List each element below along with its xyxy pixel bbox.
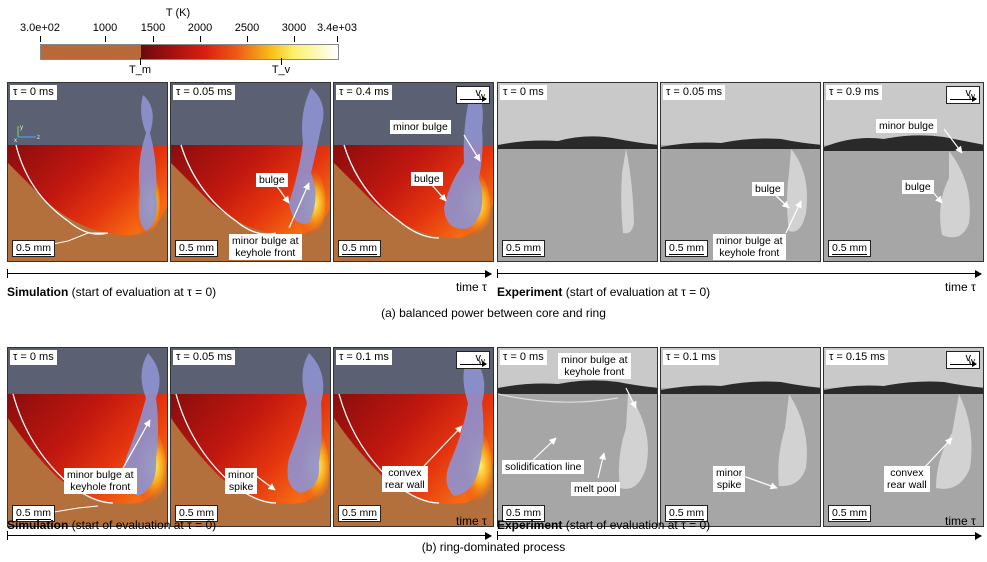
simulation-section-label: Simulation (start of evaluation at τ = 0…: [7, 285, 217, 299]
colorbar-tick: [337, 36, 338, 42]
timeline-arrow-experiment: [497, 269, 982, 278]
annotation-minor-bulge: minor bulge at keyhole front: [558, 353, 631, 379]
simulation-panel: τ = 0 ms minor bulge at keyhole front 0.5…: [7, 347, 168, 527]
colorbar-tick: [200, 36, 201, 42]
colorbar-tick-label: 1500: [140, 22, 166, 34]
time-axis-label: time τ: [456, 280, 487, 294]
time-stamp: τ = 0 ms: [500, 85, 547, 100]
scale-bar: 0.5 mm: [175, 505, 219, 522]
timeline-arrow-simulation: [7, 531, 492, 540]
scale-bar: 0.5 mm: [502, 505, 546, 522]
experiment-panel: τ = 0 ms 0.5 mm: [497, 82, 658, 262]
colorbar-tick-label: 2000: [187, 22, 213, 34]
time-stamp: τ = 0.1 ms: [336, 350, 392, 365]
colorbar-tick: [153, 36, 154, 42]
time-stamp: τ = 0.9 ms: [826, 85, 882, 100]
annotation-minor-bulge: minor bulge: [390, 120, 451, 134]
vaporization-marker-label: T_v: [271, 64, 291, 76]
caption-b: (b) ring-dominated process: [421, 540, 566, 554]
annotation-minor-bulge: minor bulge at keyhole front: [229, 234, 302, 260]
annotation-bulge: bulge: [256, 173, 288, 187]
colorbar-tick-label: 3.0e+02: [19, 22, 61, 34]
time-stamp: τ = 0.15 ms: [826, 350, 889, 365]
time-stamp: τ = 0 ms: [10, 350, 57, 365]
time-axis-label: time τ: [945, 280, 976, 294]
experiment-panel: τ = 0 ms minor bulge at keyhole front sol…: [497, 347, 658, 527]
axes-triad: y x z: [14, 123, 40, 144]
time-stamp: τ = 0.05 ms: [663, 85, 726, 100]
temperature-colorbar: [40, 44, 339, 60]
colorbar-tick-label: 3.4e+03: [316, 22, 358, 34]
melting-marker-label: T_m: [129, 64, 151, 76]
annotation-minor-bulge: minor bulge: [876, 119, 937, 133]
colorbar-tick-label: 3000: [281, 22, 307, 34]
svg-text:x: x: [14, 138, 17, 143]
welding-velocity-indicator: vW: [456, 351, 490, 369]
timeline-arrow-experiment: [497, 531, 982, 540]
annotation-minor-bulge: minor bulge at keyhole front: [713, 234, 786, 260]
simulation-panel: τ = 0.05 ms bulge minor bulge at keyhole …: [170, 82, 331, 262]
svg-text:z: z: [37, 135, 40, 141]
simulation-panel: y x z τ = 0 ms 0.5 mm: [7, 82, 168, 262]
time-axis-label: time τ: [456, 514, 487, 528]
time-axis-label: time τ: [945, 514, 976, 528]
annotation-minor-spike: minor spike: [225, 468, 258, 494]
scale-bar: 0.5 mm: [502, 240, 546, 257]
colorbar-tick: [294, 36, 295, 42]
scale-bar: 0.5 mm: [12, 240, 56, 257]
timeline-arrow-simulation: [7, 269, 492, 278]
scale-bar: 0.5 mm: [665, 505, 709, 522]
annotation-bulge: bulge: [411, 172, 443, 186]
experiment-panel: τ = 0.05 ms bulge minor bulge at keyhole …: [660, 82, 821, 262]
annotation-solidification-line: solidification line: [502, 460, 585, 474]
simulation-section-label: Simulation (start of evaluation at τ = 0…: [7, 518, 217, 532]
colorbar-tick: [247, 36, 248, 42]
annotation-bulge: bulge: [752, 182, 784, 196]
annotation-minor-spike: minor spike: [713, 466, 746, 492]
experiment-section-label: Experiment (start of evaluation at τ = 0…: [497, 285, 711, 299]
colorbar-tick: [105, 36, 106, 42]
annotation-minor-bulge: minor bulge at keyhole front: [64, 468, 137, 494]
simulation-panel: τ = 0.05 ms minor spike 0.5 mm: [170, 347, 331, 527]
time-stamp: τ = 0.1 ms: [663, 350, 719, 365]
colorbar-title: T (K): [165, 7, 191, 19]
colorbar-tick: [40, 36, 41, 42]
experiment-section-label: Experiment (start of evaluation at τ = 0…: [497, 518, 711, 532]
time-stamp: τ = 0.05 ms: [173, 350, 236, 365]
melting-marker: [140, 58, 141, 65]
annotation-bulge: bulge: [902, 180, 934, 194]
welding-velocity-indicator: vW: [946, 351, 980, 369]
simulation-panel: τ = 0.4 ms vW minor bulge bulge 0.5 mm: [333, 82, 494, 262]
scale-bar: 0.5 mm: [828, 240, 872, 257]
time-stamp: τ = 0 ms: [10, 85, 57, 100]
experiment-panel: τ = 0.1 ms minor spike 0.5 mm: [660, 347, 821, 527]
annotation-convex-rear-wall: convex rear wall: [884, 466, 930, 492]
time-stamp: τ = 0 ms: [500, 350, 547, 365]
scale-bar: 0.5 mm: [828, 505, 872, 522]
time-stamp: τ = 0.05 ms: [173, 85, 236, 100]
scale-bar: 0.5 mm: [12, 505, 56, 522]
colorbar-tick-label: 2500: [234, 22, 260, 34]
experiment-panel: τ = 0.9 ms vW minor bulge bulge 0.5 mm: [823, 82, 984, 262]
annotation-convex-rear-wall: convex rear wall: [382, 466, 428, 492]
scale-bar: 0.5 mm: [665, 240, 709, 257]
vaporization-marker: [281, 58, 282, 65]
caption-a: (a) balanced power between core and ring: [381, 306, 606, 320]
time-stamp: τ = 0.4 ms: [336, 85, 392, 100]
scale-bar: 0.5 mm: [338, 240, 382, 257]
svg-text:y: y: [20, 125, 23, 131]
welding-velocity-indicator: vW: [456, 86, 490, 104]
welding-velocity-indicator: vW: [946, 86, 980, 104]
colorbar-tick-label: 1000: [92, 22, 118, 34]
annotation-melt-pool: melt pool: [571, 482, 620, 496]
scale-bar: 0.5 mm: [338, 505, 382, 522]
scale-bar: 0.5 mm: [175, 240, 219, 257]
